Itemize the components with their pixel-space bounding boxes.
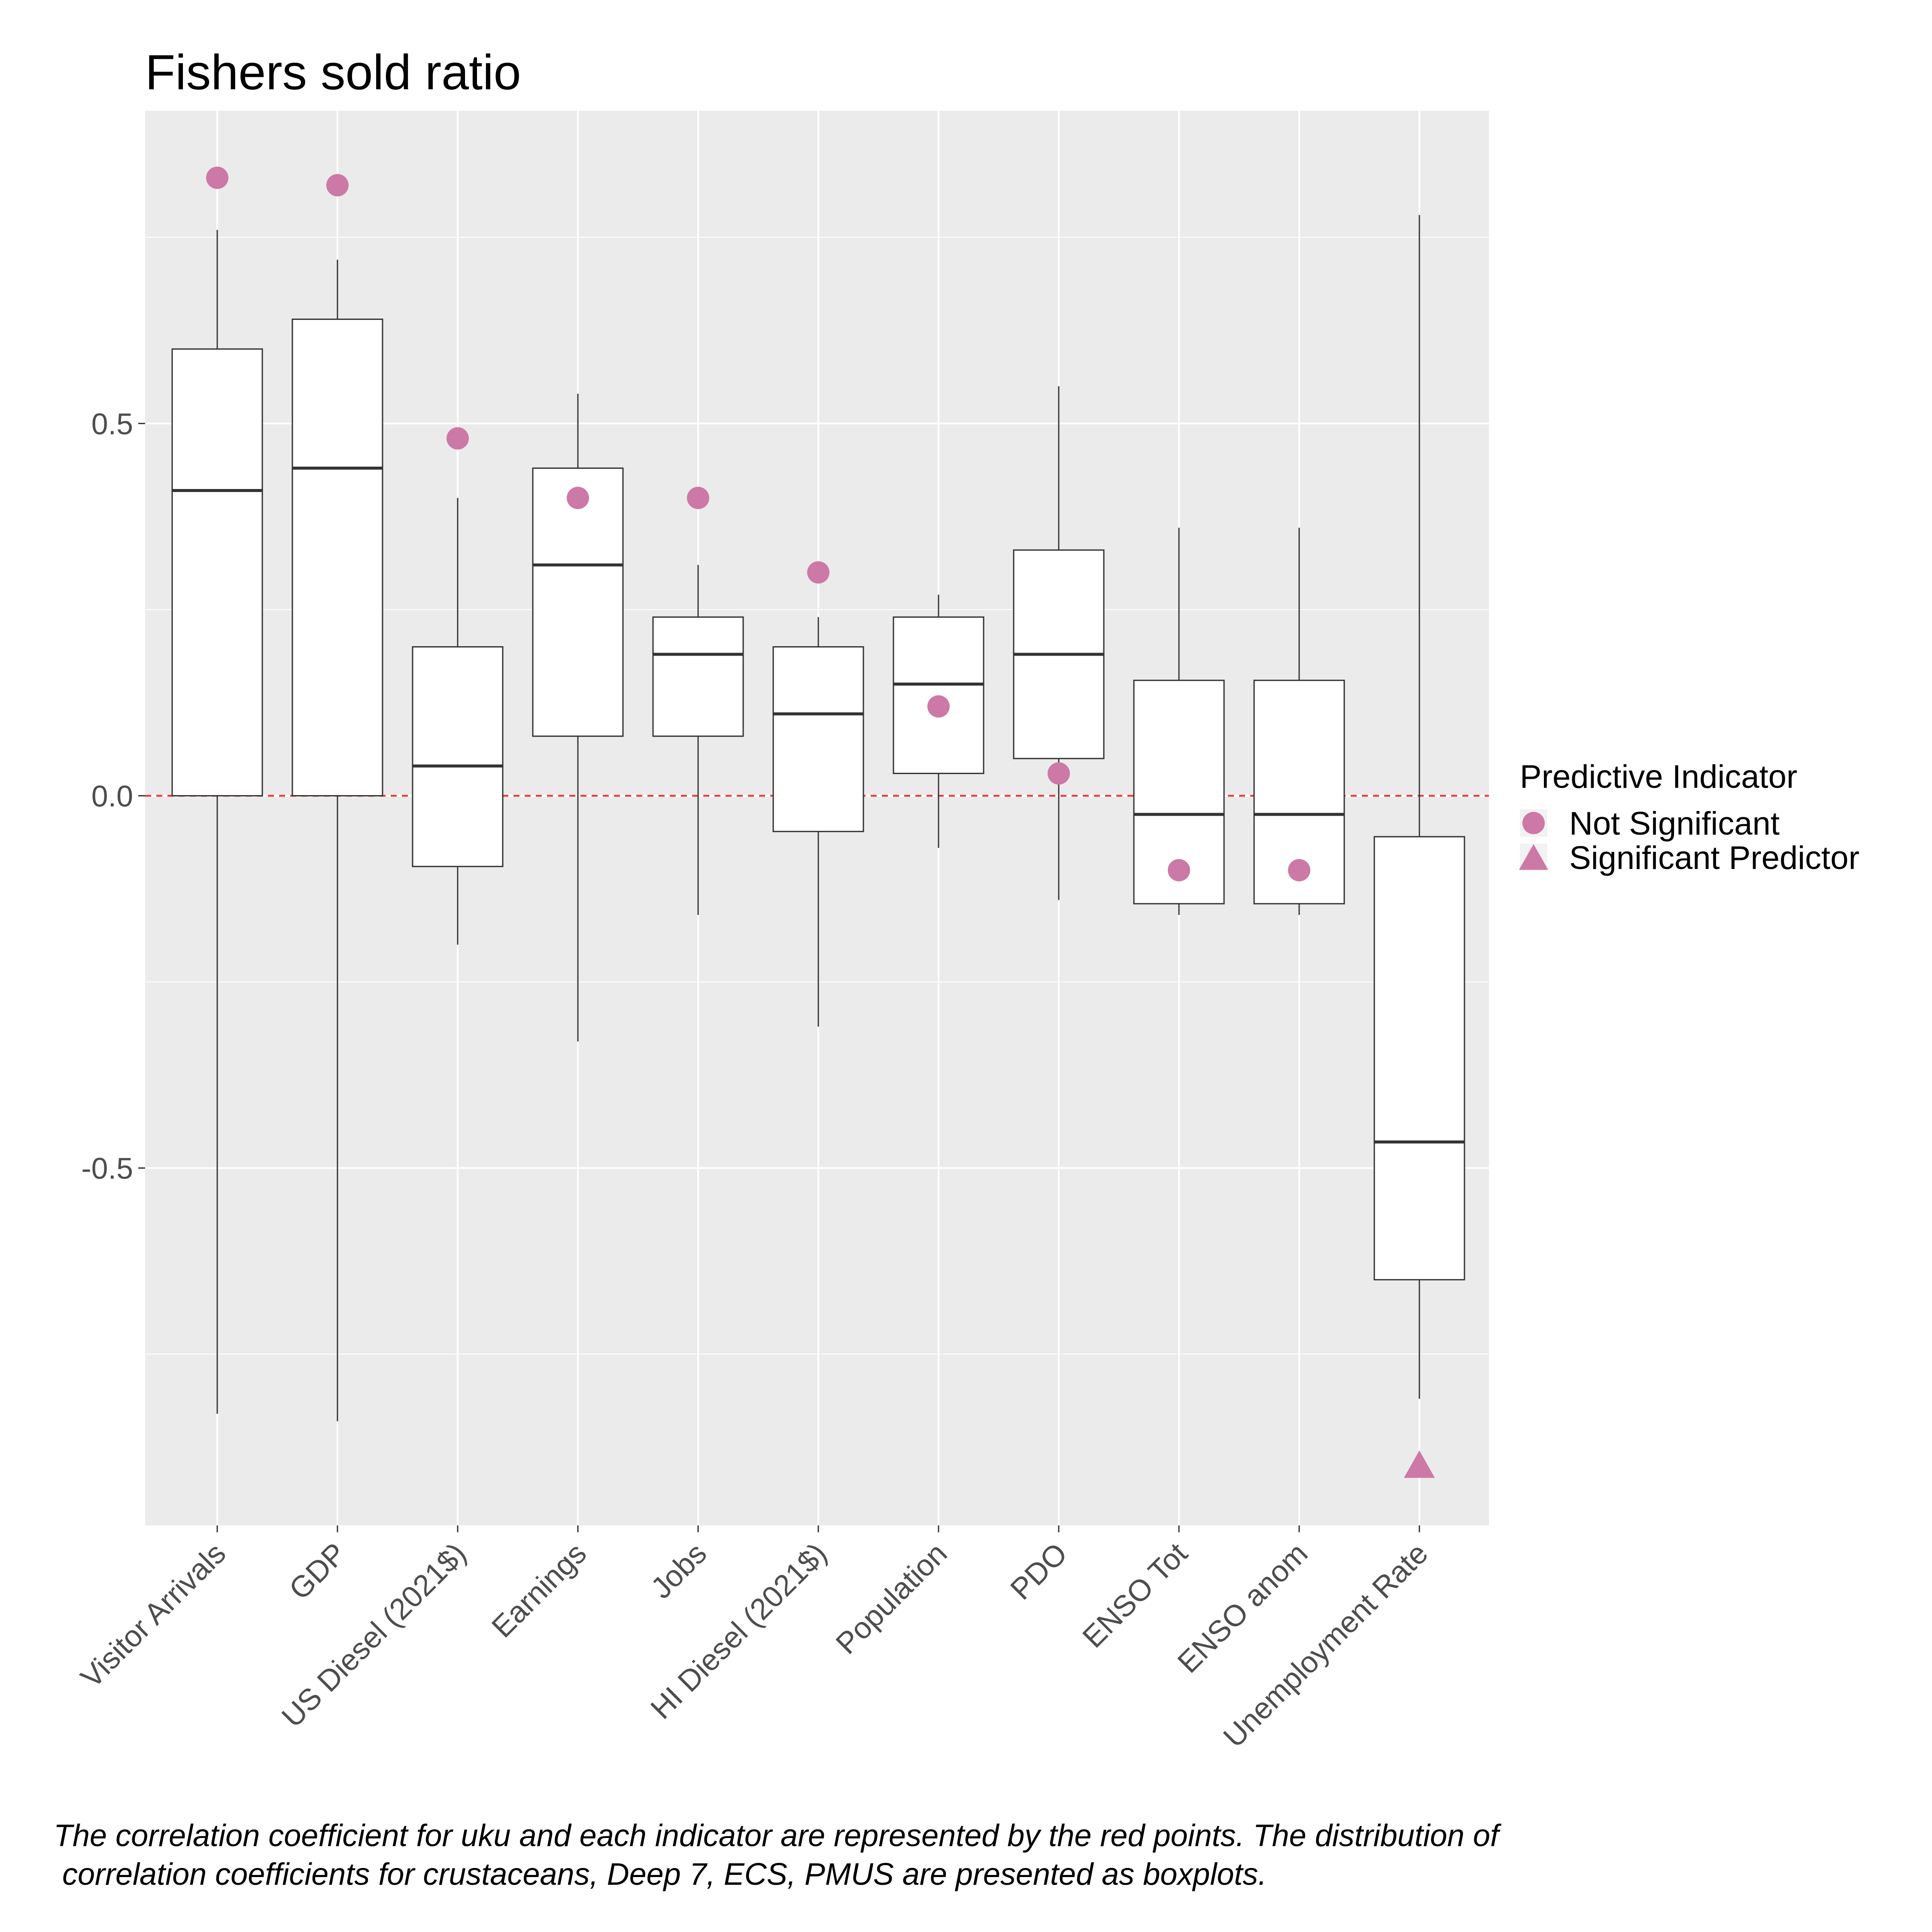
point-population (927, 695, 950, 718)
point-enso-anom (1288, 859, 1310, 881)
point-jobs (687, 486, 709, 509)
legend-label-not-significant: Not Significant (1569, 805, 1780, 842)
box-body (1373, 836, 1465, 1281)
caption-line-1: The correlation coefficient for uku and … (54, 1819, 1502, 1853)
point-pdo (1048, 762, 1070, 785)
x-tick-label: Earnings (485, 1536, 593, 1644)
box-visitor-arrivals (171, 230, 263, 1414)
box-body (292, 319, 383, 796)
box-hi-diesel-2021 (772, 617, 864, 1027)
y-axis: -0.5 0.0 0.5 (81, 407, 145, 1185)
y-tick-label: 0.5 (91, 407, 133, 440)
box-earnings (532, 394, 624, 1042)
box-population (893, 595, 984, 848)
point-gdp (326, 174, 349, 197)
box-body (412, 646, 504, 867)
y-tick-label: 0.0 (91, 779, 133, 813)
x-tick-label: Population (829, 1536, 954, 1660)
box-jobs (652, 565, 744, 915)
legend-title: Predictive Indicator (1520, 759, 1797, 795)
point-hi-diesel-2021 (807, 561, 829, 584)
chart-title: Fishers sold ratio (145, 45, 521, 100)
box-body (171, 348, 263, 796)
y-tick-label: -0.5 (81, 1152, 133, 1185)
legend-circle-icon (1522, 812, 1545, 834)
box-gdp (292, 259, 383, 1422)
point-us-diesel-2021 (447, 427, 469, 450)
box-us-diesel-2021 (412, 498, 504, 945)
x-tick-label: Unemployment Rate (1217, 1536, 1434, 1753)
x-tick-label: PDO (1004, 1536, 1073, 1606)
point-earnings (567, 486, 589, 509)
box-body (893, 616, 984, 774)
box-body (652, 616, 744, 737)
caption-line-2: correlation coefficients for crustaceans… (54, 1857, 1267, 1892)
x-tick-label: ENSO Tot (1076, 1536, 1194, 1654)
box-body (772, 646, 864, 832)
indicator-points (206, 167, 1435, 1478)
x-tick-label: Visitor Arrivals (74, 1536, 232, 1694)
point-enso-tot (1168, 859, 1190, 881)
legend-label-significant: Significant Predictor (1569, 840, 1859, 876)
legend: Predictive Indicator Not Significant Sig… (1519, 759, 1859, 876)
legend-triangle-icon (1519, 844, 1548, 870)
x-tick-label: GDP (283, 1536, 352, 1606)
box-body (532, 467, 624, 737)
point-visitor-arrivals (206, 167, 228, 189)
point-unemployment-rate (1404, 1450, 1435, 1478)
box-unemployment-rate (1373, 215, 1465, 1399)
boxplots (171, 215, 1465, 1422)
x-tick-label: Jobs (644, 1536, 713, 1605)
